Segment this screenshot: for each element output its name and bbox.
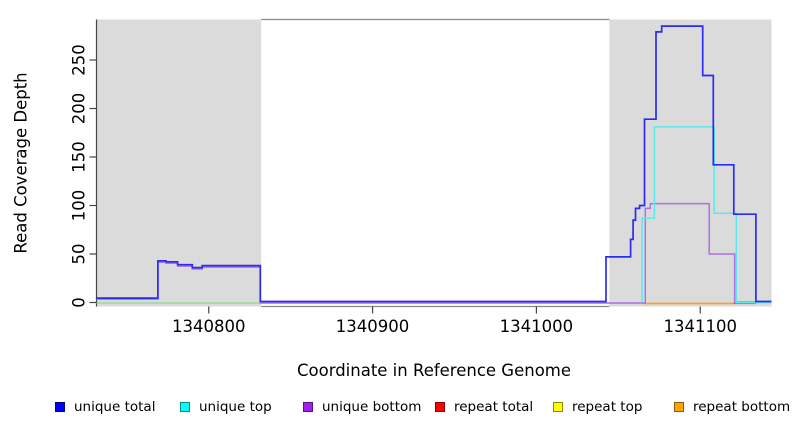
legend-item-repeat-bottom: repeat bottom bbox=[674, 398, 790, 416]
repeat-top-swatch-icon bbox=[553, 402, 563, 412]
legend-item-unique-top: unique top bbox=[180, 398, 272, 416]
legend-label: unique bottom bbox=[322, 399, 422, 415]
repeat-bottom-swatch-icon bbox=[674, 402, 684, 412]
y-axis-title: Read Coverage Depth bbox=[11, 72, 31, 254]
legend-item-repeat-total: repeat total bbox=[435, 398, 533, 416]
y-tick-label: 0 bbox=[70, 297, 89, 308]
legend-label: repeat bottom bbox=[693, 399, 791, 415]
unique-bottom-swatch-icon bbox=[303, 402, 313, 412]
legend-item-unique-bottom: unique bottom bbox=[303, 398, 421, 416]
series-line-unique-total bbox=[96, 25, 772, 303]
y-tick-label: 150 bbox=[70, 141, 89, 173]
masked-region bbox=[96, 19, 262, 307]
series-line-unique-bottom bbox=[96, 202, 772, 304]
legend-label: repeat top bbox=[572, 399, 643, 415]
y-tick-label: 50 bbox=[70, 244, 89, 265]
y-tick-label: 100 bbox=[70, 190, 89, 222]
y-tick-label: 200 bbox=[70, 93, 89, 125]
series-line-unique-top bbox=[641, 126, 772, 304]
legend-item-unique-total: unique total bbox=[55, 398, 155, 416]
masked-region bbox=[609, 19, 772, 307]
x-tick-label: 1340800 bbox=[172, 317, 246, 336]
legend-label: repeat total bbox=[454, 399, 534, 415]
x-tick-label: 1340900 bbox=[336, 317, 410, 336]
repeat-total-swatch-icon bbox=[435, 402, 445, 412]
unique-total-swatch-icon bbox=[55, 402, 65, 412]
x-axis-title: Coordinate in Reference Genome bbox=[296, 361, 572, 380]
unique-top-swatch-icon bbox=[180, 402, 190, 412]
x-tick-label: 1341100 bbox=[663, 317, 737, 336]
legend-label: unique total bbox=[74, 399, 156, 415]
legend-item-repeat-top: repeat top bbox=[553, 398, 642, 416]
y-tick-label: 250 bbox=[70, 44, 89, 76]
x-tick-label: 1341000 bbox=[500, 317, 574, 336]
legend: unique total unique top unique bottom re… bbox=[0, 398, 792, 420]
legend-label: unique top bbox=[199, 399, 272, 415]
